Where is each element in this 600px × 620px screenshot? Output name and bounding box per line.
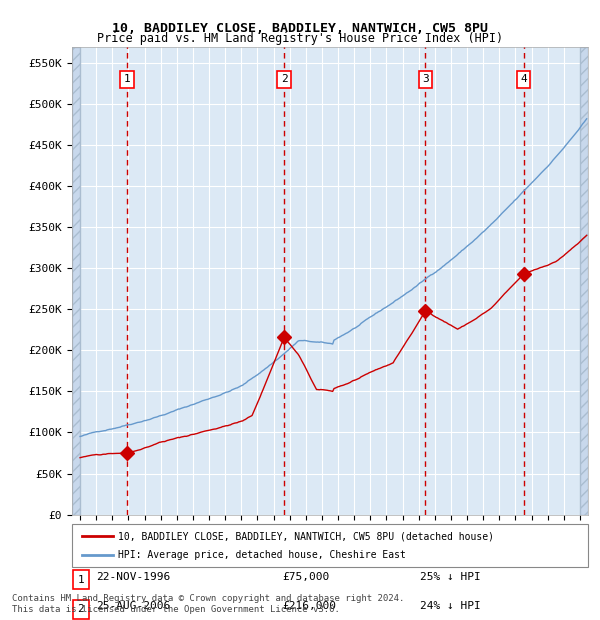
Text: 4: 4 [520,74,527,84]
FancyBboxPatch shape [72,524,588,567]
Bar [580,46,588,515]
Bar [72,46,80,515]
Text: 1: 1 [77,575,85,585]
Text: Contains HM Land Registry data © Crown copyright and database right 2024.
This d: Contains HM Land Registry data © Crown c… [12,595,404,614]
FancyBboxPatch shape [73,600,89,619]
Text: Price paid vs. HM Land Registry's House Price Index (HPI): Price paid vs. HM Land Registry's House … [97,32,503,45]
Text: 2: 2 [77,604,85,614]
Text: HPI: Average price, detached house, Cheshire East: HPI: Average price, detached house, Ches… [118,550,406,560]
Text: 25-AUG-2006: 25-AUG-2006 [96,601,170,611]
Text: 2: 2 [281,74,287,84]
Text: 1: 1 [124,74,130,84]
Text: £75,000: £75,000 [282,572,329,582]
Bar [580,46,588,515]
Text: 10, BADDILEY CLOSE, BADDILEY, NANTWICH, CW5 8PU (detached house): 10, BADDILEY CLOSE, BADDILEY, NANTWICH, … [118,531,494,541]
Text: 24% ↓ HPI: 24% ↓ HPI [420,601,481,611]
Text: 10, BADDILEY CLOSE, BADDILEY, NANTWICH, CW5 8PU: 10, BADDILEY CLOSE, BADDILEY, NANTWICH, … [112,22,488,35]
Text: 22-NOV-1996: 22-NOV-1996 [96,572,170,582]
FancyBboxPatch shape [73,570,89,589]
Bar [72,46,80,515]
Text: £216,000: £216,000 [282,601,336,611]
Text: 3: 3 [422,74,429,84]
Text: 25% ↓ HPI: 25% ↓ HPI [420,572,481,582]
